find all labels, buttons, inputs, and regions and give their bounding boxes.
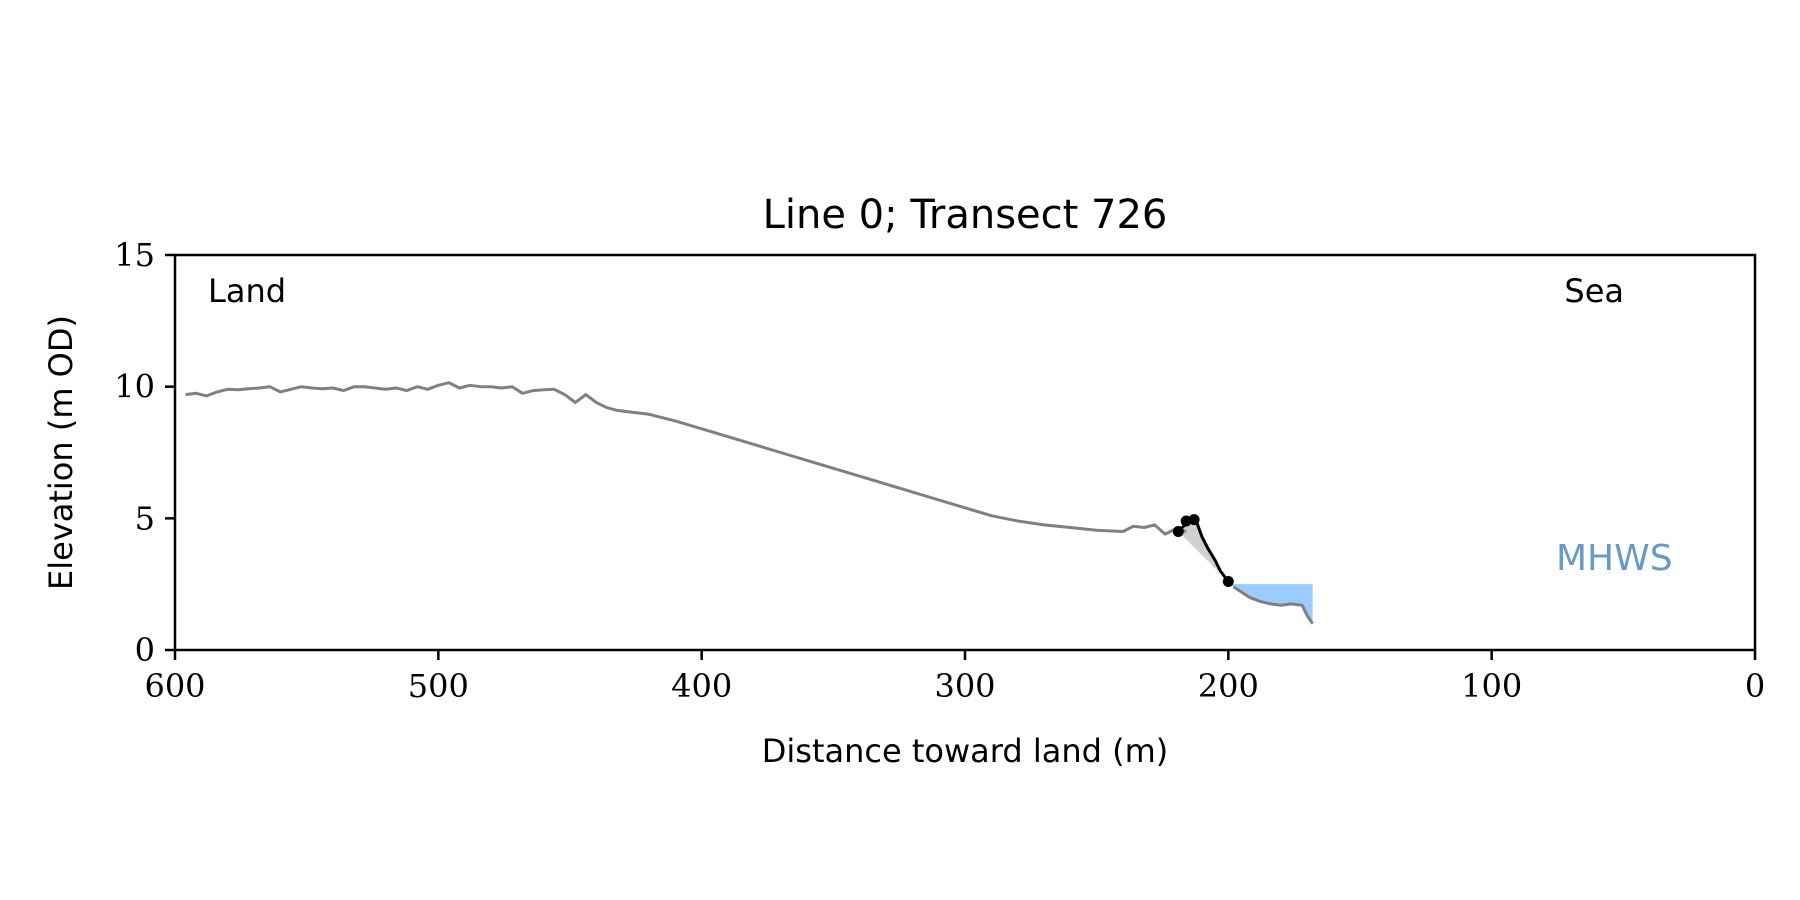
mhws-label: MHWS — [1556, 538, 1673, 579]
y-tick-label: 5 — [135, 499, 155, 537]
y-axis-label: Elevation (m OD) — [42, 315, 80, 590]
x-tick-label: 500 — [408, 667, 469, 705]
y-tick-label: 10 — [114, 368, 155, 406]
land-annotation: Land — [208, 272, 286, 310]
cliff-point-0 — [1172, 526, 1184, 537]
y-axis: 0 5 10 15 — [114, 236, 175, 669]
profile-line-0 — [185, 381, 1187, 536]
x-tick-label: 0 — [1745, 667, 1765, 705]
sea-annotation: Sea — [1564, 272, 1624, 310]
x-tick-label: 600 — [144, 667, 205, 705]
x-tick-label: 300 — [934, 667, 995, 705]
y-tick-label: 15 — [114, 236, 155, 274]
chart-title: Line 0; Transect 726 — [763, 192, 1168, 238]
plot-marks — [185, 381, 1314, 625]
x-tick-label: 200 — [1198, 667, 1259, 705]
plot-frame — [173, 253, 1757, 652]
y-tick-label: 0 — [135, 631, 155, 669]
cliff-point-2 — [1188, 514, 1200, 526]
x-tick-label: 100 — [1461, 667, 1522, 705]
cliff-fill — [1178, 519, 1229, 582]
profile-line-1 — [1232, 585, 1314, 625]
x-tick-label: 400 — [671, 667, 732, 705]
x-axis-label: Distance toward land (m) — [762, 732, 1168, 770]
x-axis: 600 500 400 300 200 100 0 — [144, 650, 1765, 705]
cliff-point-3 — [1222, 576, 1234, 588]
